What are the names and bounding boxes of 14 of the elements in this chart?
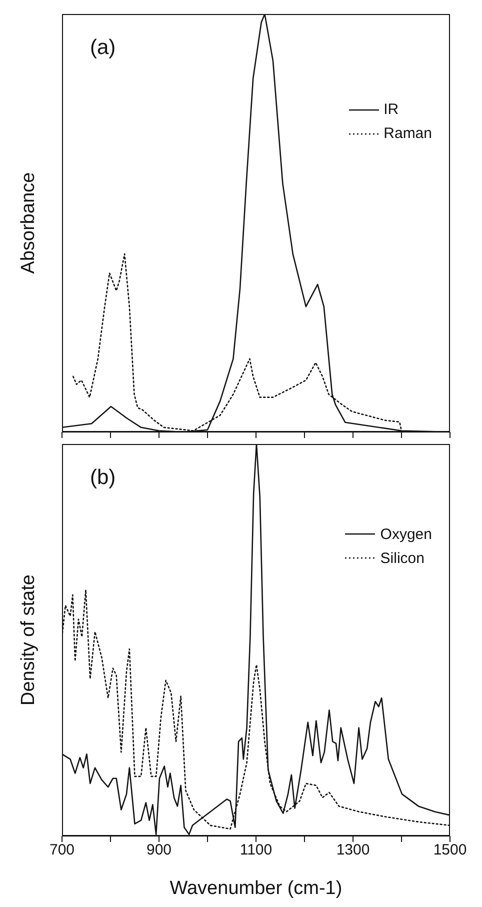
x-tick-label: 1300 bbox=[336, 842, 370, 859]
legend-label: Oxygen bbox=[380, 526, 432, 543]
y-axis-title: Absorbance bbox=[18, 171, 40, 276]
legend-label: IR bbox=[384, 101, 399, 118]
x-tick-label: 700 bbox=[49, 842, 75, 859]
annotation: (b) bbox=[90, 466, 116, 490]
x-tick-label: 1100 bbox=[240, 842, 272, 859]
x-tick-label: 900 bbox=[146, 842, 172, 859]
legend-label: Raman bbox=[384, 125, 432, 142]
legend-label: Silicon bbox=[380, 550, 424, 567]
y-axis-title: Density of state bbox=[18, 574, 40, 708]
annotation: (a) bbox=[90, 36, 116, 60]
x-axis-title: Wavenumber (cm-1) bbox=[170, 878, 342, 899]
x-tick-label: 1500 bbox=[433, 842, 467, 859]
